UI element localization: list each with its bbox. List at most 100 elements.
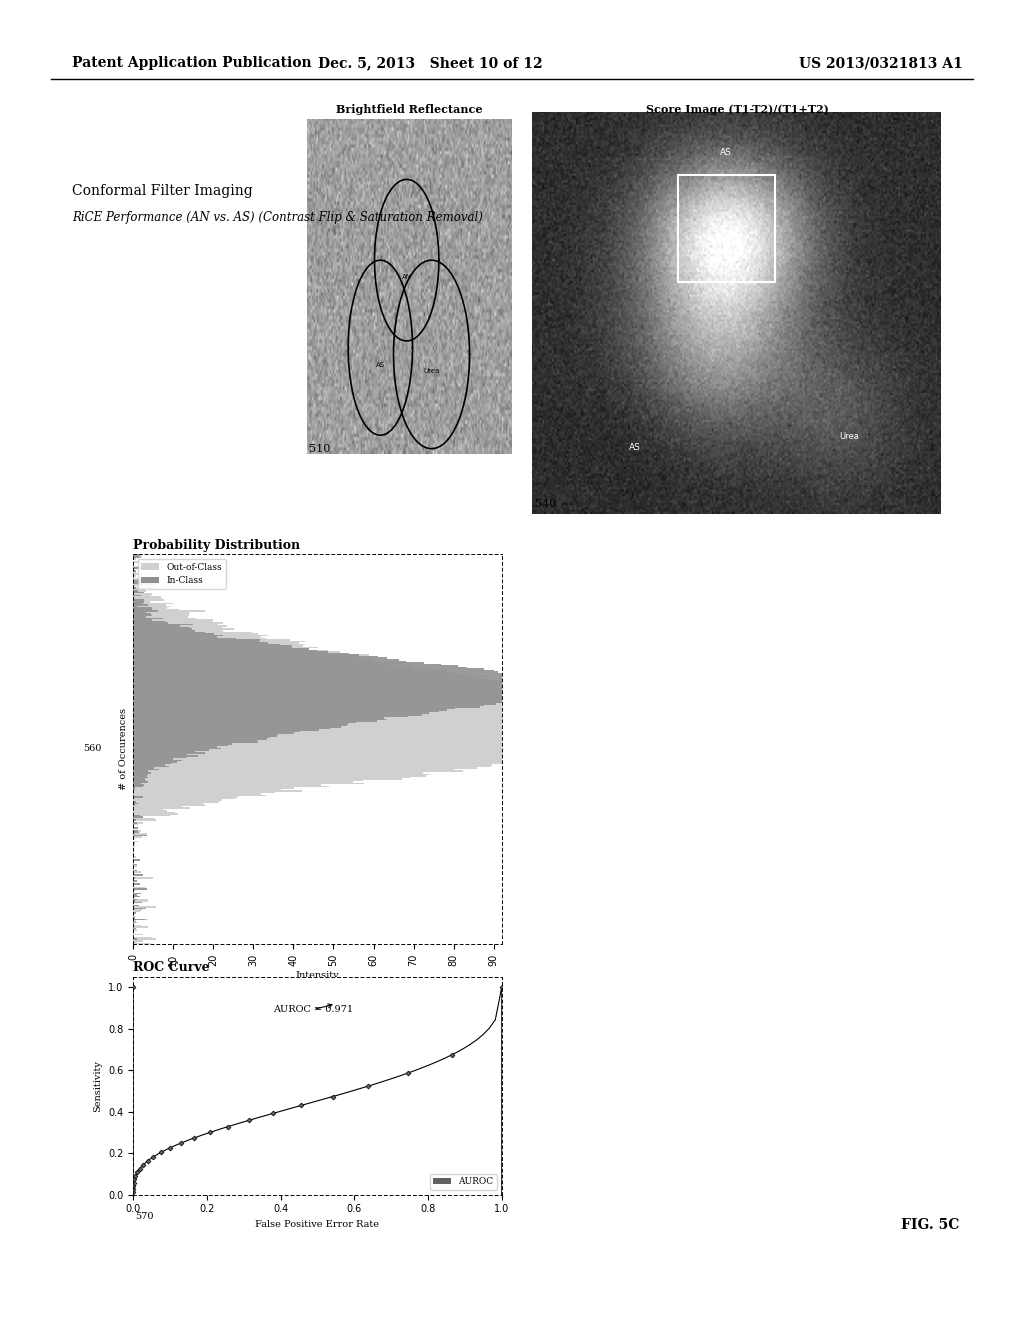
Bar [133,785,330,787]
Bar [133,651,340,653]
Bar [133,698,559,700]
Bar [133,597,161,598]
Bar [133,634,258,635]
Bar [133,742,258,743]
Bar [133,929,134,931]
Bar [133,731,676,733]
Bar [133,878,153,879]
Bar [133,655,370,656]
Bar [133,766,490,767]
Bar [133,639,260,640]
Bar [133,803,203,804]
Bar [133,822,137,824]
Bar [133,741,685,742]
Bar [133,636,261,638]
Bar [133,777,144,780]
Bar [133,878,135,879]
Bar [133,594,153,595]
Bar [133,669,445,671]
Bar [133,651,329,653]
Bar [133,606,170,607]
Bar [133,733,294,734]
Bar [133,656,355,657]
Bar [133,784,144,785]
Bar [133,620,165,622]
Bar [133,750,209,751]
Bar [133,803,137,804]
Bar [133,912,136,913]
Bar [133,796,238,799]
Text: AN: AN [401,275,412,280]
Bar [133,820,156,821]
Bar [133,647,292,648]
Bar [133,692,556,693]
Text: Brightfield Reflectance: Brightfield Reflectance [336,104,483,115]
Bar [133,686,565,688]
Text: 540: 540 [535,499,556,510]
Bar [133,566,147,568]
Bar [133,659,370,660]
Bar [133,605,166,606]
Text: 560: 560 [83,744,101,752]
Bar [133,697,581,698]
Bar [133,789,282,791]
Bar [133,799,234,800]
Bar [133,609,153,610]
Bar [133,660,374,663]
Text: Urea: Urea [423,368,439,375]
Bar [133,648,309,649]
X-axis label: False Positive Error Rate: False Positive Error Rate [255,1220,380,1229]
Bar [133,576,136,577]
Bar [133,624,218,626]
Bar [133,704,562,705]
Bar [133,942,151,945]
Text: Probability Distribution: Probability Distribution [133,539,300,552]
Bar [133,809,163,810]
Bar [133,734,278,735]
Bar [678,174,774,282]
Bar [133,735,698,737]
Bar [133,729,667,731]
Bar [133,627,189,628]
Bar [133,648,309,649]
Bar [133,883,140,884]
Bar [133,618,163,619]
Bar [133,598,162,599]
Bar [133,751,196,752]
Bar [133,737,269,738]
Bar [133,626,226,627]
Bar [133,755,198,756]
Bar [133,742,672,743]
Bar [133,722,355,723]
Bar [133,597,134,598]
Bar [133,767,155,770]
Bar [133,711,586,713]
Bar [133,900,148,902]
Text: Patent Application Publication: Patent Application Publication [72,57,311,70]
Bar [133,775,426,776]
Bar [133,758,536,760]
Bar [133,718,386,721]
Bar [133,556,138,557]
Bar [133,590,146,591]
Bar [133,902,142,903]
Bar [133,824,138,825]
Bar [133,830,137,832]
Bar [133,900,135,902]
Bar [133,816,143,818]
Bar [133,653,349,655]
Bar [133,624,193,626]
Bar [133,696,568,697]
Bar [133,770,160,771]
Bar [133,638,236,639]
Bar [133,630,223,631]
Bar [133,657,372,659]
Bar [133,776,410,777]
Bar [133,587,135,589]
Text: Score Image (T1-T2)/(T1+T2): Score Image (T1-T2)/(T1+T2) [646,104,828,115]
Bar [133,553,141,556]
Bar [133,620,213,622]
Bar [133,741,257,742]
Bar [133,796,143,799]
Bar [133,750,646,751]
